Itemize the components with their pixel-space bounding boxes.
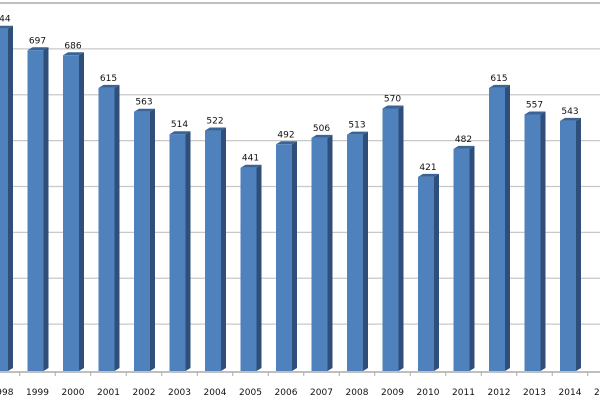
bar-top-2009 bbox=[382, 105, 404, 109]
x-tick-label-2005: 2005 bbox=[239, 388, 262, 398]
data-label-2007: 506 bbox=[313, 124, 330, 134]
x-axis: 1998 1999 2000 2001 2002 2003 2004 2005 2006 2007… bbox=[0, 372, 600, 398]
bar-top-2007 bbox=[311, 134, 333, 138]
bar-side-2001 bbox=[114, 84, 120, 372]
x-tick-label-2004: 2004 bbox=[204, 388, 227, 398]
bar-top-2001 bbox=[98, 84, 120, 88]
bar-2004 bbox=[205, 130, 221, 371]
bar-2010 bbox=[418, 176, 434, 371]
data-label-2000: 686 bbox=[64, 41, 81, 51]
data-label-2001: 615 bbox=[100, 74, 117, 84]
x-tick-label-2008: 2008 bbox=[346, 388, 369, 398]
bar-side-2005 bbox=[256, 164, 262, 371]
x-tick-label-2010: 2010 bbox=[417, 388, 440, 398]
bar-top-2006 bbox=[276, 141, 297, 145]
data-label-2005: 441 bbox=[242, 154, 259, 164]
bar-side-2011 bbox=[469, 145, 475, 371]
x-tick-label-2002: 2002 bbox=[133, 388, 156, 398]
x-tick-label-2006: 2006 bbox=[275, 388, 298, 398]
x-tick-label-2009: 2009 bbox=[381, 388, 404, 398]
bar-top-2010 bbox=[418, 173, 439, 177]
bar-2005 bbox=[240, 167, 257, 371]
bar-top-2005 bbox=[240, 164, 262, 168]
bar-top-2014 bbox=[560, 117, 581, 121]
bar-top-1998 bbox=[0, 25, 13, 29]
bar-side-2008 bbox=[363, 131, 368, 371]
bar-2013 bbox=[524, 114, 541, 371]
bar-top-1999 bbox=[27, 47, 49, 51]
bar-top-2004 bbox=[205, 127, 226, 131]
x-tick-label-2015: 2015 bbox=[594, 388, 600, 398]
bar-1998 bbox=[0, 28, 8, 371]
bar-side-2002 bbox=[150, 108, 155, 371]
bar-top-2012 bbox=[489, 84, 510, 88]
data-labels: 744 697 686 615 563 514 522 441 492 506 513 570 421 4… bbox=[0, 15, 579, 173]
data-label-1998: 744 bbox=[0, 15, 11, 25]
data-label-2011: 482 bbox=[455, 135, 472, 145]
bar-side-2004 bbox=[221, 127, 226, 371]
data-label-2009: 570 bbox=[384, 95, 401, 105]
bar-top-2002 bbox=[134, 108, 155, 112]
x-tick-label-2013: 2013 bbox=[523, 388, 546, 398]
bars bbox=[0, 25, 581, 372]
bar-2009 bbox=[382, 108, 399, 371]
data-label-2010: 421 bbox=[419, 163, 436, 173]
x-tick-label-2000: 2000 bbox=[62, 388, 85, 398]
x-tick-label-1998: 1998 bbox=[0, 388, 14, 398]
data-label-2006: 492 bbox=[277, 130, 294, 140]
bar-side-1998 bbox=[8, 25, 13, 371]
bar-2006 bbox=[276, 144, 292, 371]
data-label-2012: 615 bbox=[490, 74, 507, 84]
x-tick-label-2001: 2001 bbox=[97, 388, 120, 398]
bar-2008 bbox=[347, 134, 363, 371]
bar-top-2011 bbox=[453, 145, 475, 149]
bar-2012 bbox=[489, 87, 505, 372]
bar-side-2010 bbox=[434, 173, 439, 371]
bar-top-2000 bbox=[63, 52, 84, 56]
bar-top-2008 bbox=[347, 131, 368, 135]
data-label-2004: 522 bbox=[206, 117, 223, 127]
data-label-2013: 557 bbox=[526, 100, 543, 110]
bar-side-1999 bbox=[43, 47, 49, 371]
bar-2000 bbox=[63, 55, 79, 372]
bar-side-2012 bbox=[505, 84, 510, 372]
x-tick-label-2003: 2003 bbox=[168, 388, 191, 398]
data-label-2002: 563 bbox=[135, 98, 152, 108]
data-label-1999: 697 bbox=[29, 36, 46, 46]
bar-side-2014 bbox=[576, 117, 581, 372]
bar-2002 bbox=[134, 111, 150, 371]
bar-2011 bbox=[453, 148, 470, 371]
bar-side-2009 bbox=[398, 105, 404, 371]
bar-top-2013 bbox=[524, 111, 546, 115]
bar-top-2003 bbox=[169, 131, 191, 135]
data-label-2014: 543 bbox=[561, 107, 578, 117]
bar-side-2000 bbox=[79, 52, 84, 372]
data-label-2003: 514 bbox=[171, 120, 188, 130]
bar-2003 bbox=[169, 134, 186, 371]
x-tick-label-2007: 2007 bbox=[310, 388, 333, 398]
bar-side-2006 bbox=[292, 141, 297, 371]
x-tick-label-1999: 1999 bbox=[26, 388, 49, 398]
bar-side-2007 bbox=[327, 134, 333, 371]
bar-1999 bbox=[27, 50, 44, 371]
bar-2014 bbox=[560, 120, 576, 372]
x-tick-label-2014: 2014 bbox=[559, 388, 582, 398]
data-label-2008: 513 bbox=[348, 121, 365, 131]
bar-side-2013 bbox=[540, 111, 546, 371]
bar-side-2003 bbox=[185, 131, 191, 371]
bar-2001 bbox=[98, 87, 115, 372]
x-tick-label-2011: 2011 bbox=[452, 388, 475, 398]
x-tick-label-2012: 2012 bbox=[488, 388, 511, 398]
bar-2007 bbox=[311, 137, 328, 371]
